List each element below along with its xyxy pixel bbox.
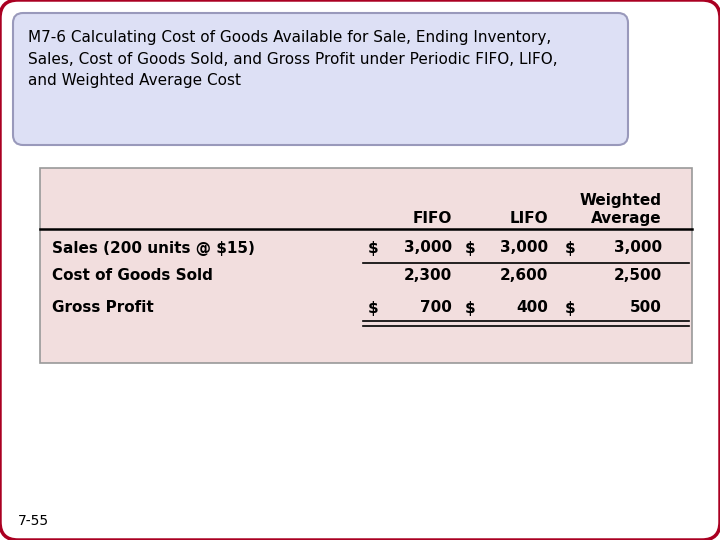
Text: $: $: [465, 240, 476, 255]
Text: Average: Average: [591, 211, 662, 226]
Text: $: $: [368, 240, 379, 255]
Text: LIFO: LIFO: [509, 211, 548, 226]
Text: $: $: [368, 300, 379, 315]
Text: 2,300: 2,300: [404, 268, 452, 284]
Text: $: $: [465, 300, 476, 315]
Text: FIFO: FIFO: [413, 211, 452, 226]
FancyBboxPatch shape: [13, 13, 628, 145]
Text: 3,000: 3,000: [614, 240, 662, 255]
Text: Sales (200 units @ $15): Sales (200 units @ $15): [52, 240, 255, 255]
Text: 400: 400: [516, 300, 548, 315]
Text: $: $: [565, 300, 575, 315]
Text: 3,000: 3,000: [500, 240, 548, 255]
Text: 3,000: 3,000: [404, 240, 452, 255]
Text: 700: 700: [420, 300, 452, 315]
Text: Gross Profit: Gross Profit: [52, 300, 154, 315]
Text: 500: 500: [630, 300, 662, 315]
FancyBboxPatch shape: [40, 168, 692, 363]
Text: M7-6 Calculating Cost of Goods Available for Sale, Ending Inventory,
Sales, Cost: M7-6 Calculating Cost of Goods Available…: [28, 30, 557, 88]
Text: $: $: [565, 240, 575, 255]
Text: 2,600: 2,600: [500, 268, 548, 284]
Text: 2,500: 2,500: [613, 268, 662, 284]
Text: Weighted: Weighted: [580, 193, 662, 208]
Text: Cost of Goods Sold: Cost of Goods Sold: [52, 268, 213, 284]
Text: 7-55: 7-55: [18, 514, 49, 528]
